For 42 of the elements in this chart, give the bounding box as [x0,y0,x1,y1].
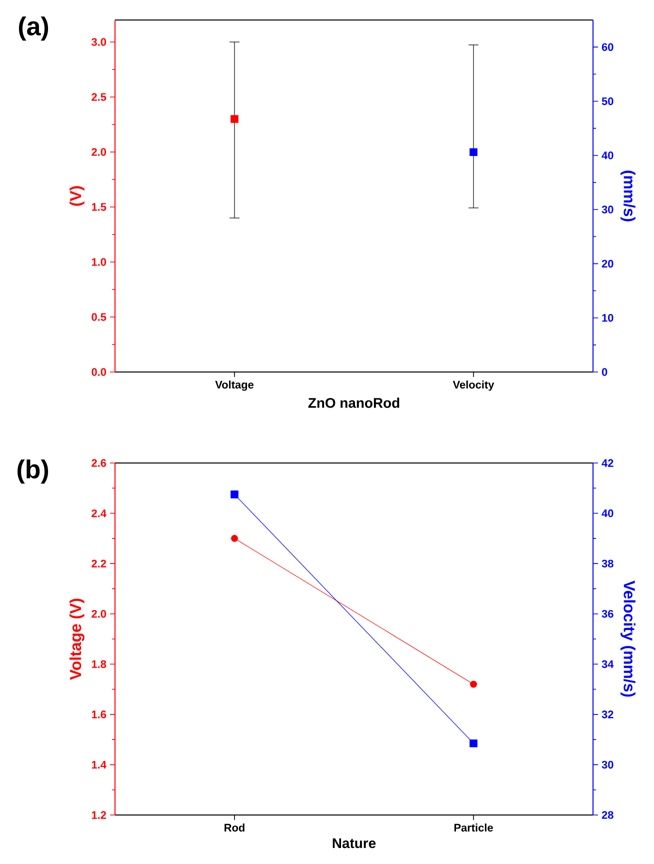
y-tick-label: 1.8 [92,660,106,668]
y-tick-label: 2.5 [92,93,106,101]
x-tick-label: Particle [454,824,493,832]
y2-tick-label: 50 [602,97,614,106]
y-tick-label: 2.6 [92,459,106,467]
y-tick-label: 0.0 [92,368,106,376]
y2-axis-title: Velocity (mm/s) [620,580,636,697]
y2-tick-label: 42 [602,459,614,467]
x-tick-label: Velocity [452,380,494,391]
y-tick-label: 2.4 [92,509,106,518]
y-tick-label: 1.6 [92,710,106,718]
y-tick-label: 1.2 [92,811,106,819]
y-tick-label: 1.5 [92,203,106,211]
y-tick-label: 1.0 [92,258,106,266]
y-tick-label: 0.5 [92,313,106,321]
y2-tick-label: 10 [602,314,614,322]
y-tick-label: 2.0 [92,610,106,618]
y2-tick-label: 36 [602,610,614,618]
y-tick-label: 3.0 [91,38,106,46]
y2-axis-title: (mm/s) [620,170,636,222]
y2-tick-label: 38 [602,560,614,568]
y-axis-title: (V) [70,186,84,206]
x-tick-label: Rod [224,824,244,832]
y2-tick-label: 40 [602,152,614,160]
x-axis-title: ZnO nanoRod [308,398,400,408]
y2-tick-label: 30 [602,760,614,769]
y2-tick-label: 40 [602,509,614,518]
y2-tick-label: 20 [602,260,614,268]
y-tick-label: 2.2 [92,560,106,568]
y2-tick-label: 30 [602,206,614,214]
y-tick-label: 1.4 [92,760,106,768]
x-axis-title: Nature [332,838,376,848]
y2-tick-label: 60 [602,43,614,51]
x-tick-label: Voltage [215,380,254,391]
chart-title: (a) [18,16,48,41]
y2-tick-label: 34 [602,660,614,668]
chart-title: (b) [18,459,48,484]
y-tick-label: 2.0 [92,148,106,156]
y2-tick-label: 28 [602,811,614,819]
y2-tick-label: 32 [602,710,614,718]
y-axis-title: Voltage (V) [69,598,84,680]
y2-tick-label: 0 [602,368,608,376]
